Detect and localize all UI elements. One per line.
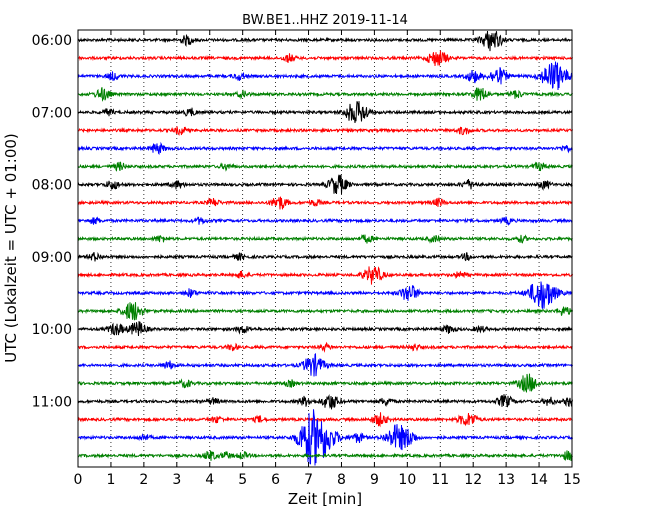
trace-row-0945	[77, 302, 573, 321]
trace-row-0645	[77, 87, 573, 102]
chart-title: BW.BE1..HHZ 2019-11-14	[242, 13, 408, 28]
x-axis-label: Zeit [min]	[288, 490, 362, 508]
y-tick-label: 10:00	[32, 322, 72, 338]
trace-row-0745	[77, 161, 573, 172]
trace-row-1130	[78, 409, 573, 466]
x-tick-label: 1	[106, 472, 115, 488]
x-tick-label: 14	[530, 472, 548, 488]
trace-row-0815	[77, 196, 573, 210]
trace-row-0615	[77, 50, 573, 67]
y-tick-label: 09:00	[32, 250, 72, 266]
x-tick-label: 5	[238, 472, 247, 488]
x-tick-label: 9	[370, 472, 379, 488]
x-tick-label: 6	[271, 472, 280, 488]
trace-row-1015	[77, 341, 573, 353]
x-tick-label: 0	[74, 472, 83, 488]
trace-row-1115	[77, 412, 573, 428]
y-tick-label: 07:00	[32, 105, 72, 121]
trace-row-0730	[77, 141, 573, 156]
y-axis-ticks: 06:00 07:00 08:00 09:00 10:00 11:00	[32, 33, 572, 410]
trace-row-1100	[77, 393, 573, 410]
trace-row-1145	[77, 450, 573, 462]
vertical-grid	[110, 30, 540, 467]
trace-row-0915	[77, 266, 573, 285]
trace-group	[77, 30, 573, 466]
y-tick-label: 11:00	[32, 394, 72, 410]
x-tick-label: 4	[205, 472, 214, 488]
trace-row-0930	[77, 281, 573, 309]
x-tick-label: 12	[464, 472, 482, 488]
x-tick-label: 13	[497, 472, 515, 488]
trace-row-0700	[77, 101, 573, 124]
y-tick-label: 08:00	[32, 178, 72, 194]
y-tick-label: 06:00	[32, 33, 72, 49]
x-tick-label: 8	[337, 472, 346, 488]
trace-row-0800	[77, 174, 573, 195]
x-axis-ticks: 0 1 2 3 4 5 6 7 8 9 10 11 12 13 14 15	[74, 30, 581, 488]
trace-row-1030	[77, 352, 573, 377]
x-tick-label: 3	[172, 472, 181, 488]
trace-row-0830	[77, 216, 573, 227]
trace-row-0630	[77, 61, 573, 91]
trace-row-1000	[77, 321, 573, 337]
trace-row-1045	[77, 373, 573, 393]
trace-row-0715	[77, 126, 573, 136]
x-tick-label: 15	[563, 472, 581, 488]
x-tick-label: 2	[139, 472, 148, 488]
trace-row-0845	[77, 234, 573, 244]
plot-frame	[77, 29, 573, 468]
x-tick-label: 11	[431, 472, 449, 488]
x-tick-label: 7	[304, 472, 313, 488]
trace-row-0600	[77, 30, 573, 52]
y-axis-label: UTC (Lokalzeit = UTC + 01:00)	[2, 133, 20, 363]
x-tick-label: 10	[398, 472, 416, 488]
trace-row-0900	[77, 251, 573, 262]
